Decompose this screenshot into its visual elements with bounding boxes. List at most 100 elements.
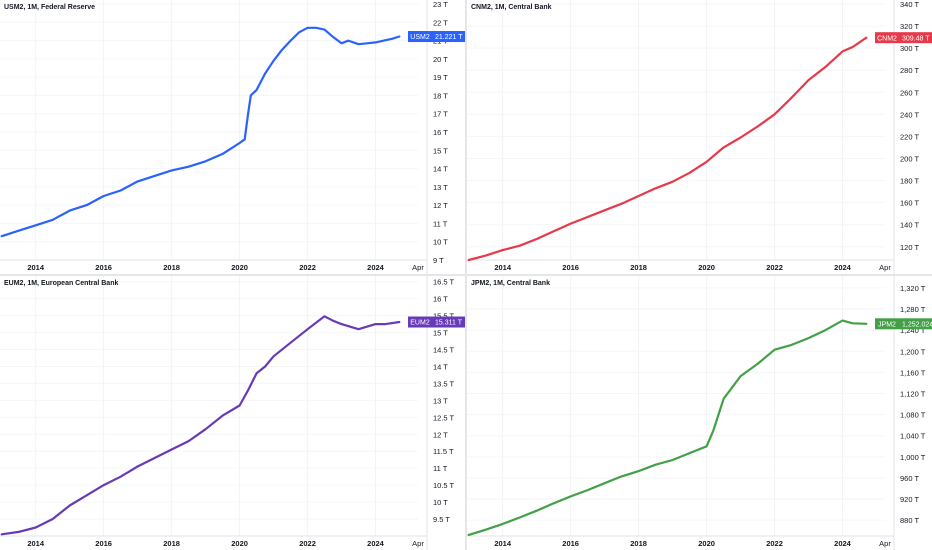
y-tick-label: 20 T: [433, 55, 448, 64]
y-tick-label: 160 T: [900, 199, 919, 208]
last-value-tag: [899, 32, 932, 44]
x-tick-label: Apr: [412, 539, 424, 548]
y-tick-label: 10.5 T: [433, 481, 455, 490]
y-tick-label: 10 T: [433, 498, 448, 507]
last-value-badge: EUM2 15.311 T: [408, 316, 465, 328]
eum2-chart-pane[interactable]: 9.5 T 10 T 10.5 T 11 T 11.5 T 12 T 12.5 T 13 T 1…: [0, 276, 465, 550]
x-tick-label: 2018: [163, 539, 180, 548]
y-tick-label: 120 T: [900, 243, 919, 252]
y-tick-label: 13.5 T: [433, 379, 455, 388]
y-tick-label: 9.5 T: [433, 515, 450, 524]
chart-title: CNM2, 1M, Central Bank: [471, 4, 552, 11]
y-tick-label: 1,160 T: [900, 368, 926, 377]
last-value-tag-label: 21.221 T: [435, 34, 463, 41]
last-value-badge: JPM2 1,252.024 T: [875, 318, 932, 330]
y-tick-label: 14 T: [433, 165, 448, 174]
series-name-tag-label: CNM2: [877, 35, 897, 42]
x-tick-label: 2016: [95, 539, 112, 548]
series-line-usm2: [0, 26, 401, 238]
y-tick-label: 13 T: [433, 396, 448, 405]
x-tick-label: 2020: [231, 263, 248, 272]
cnm2-chart-pane[interactable]: 120 T 140 T 160 T 180 T 200 T 220 T 240 T 260 T…: [467, 0, 932, 274]
last-value-tag: [432, 31, 465, 43]
usm2-chart-pane[interactable]: 9 T 10 T 11 T 12 T 13 T 14 T 15 T 16 T 17 T 18 T 1…: [0, 0, 465, 274]
y-tick-label: 240 T: [900, 110, 919, 119]
last-value-tag-label: 15.311 T: [435, 320, 463, 327]
jpm2-chart: 880 T 920 T 960 T 1,000 T 1,040 T 1,080 T 1,12…: [467, 276, 932, 550]
last-value-tag: [899, 318, 932, 330]
y-tick-label: 14.5 T: [433, 346, 455, 355]
y-tick-label: 920 T: [900, 495, 919, 504]
y-tick-label: 15 T: [433, 146, 448, 155]
last-value-tag-label: 1,252.024 T: [902, 321, 932, 328]
x-tick-label: 2014: [494, 263, 512, 272]
y-tick-label: 880 T: [900, 516, 919, 525]
y-tick-label: 960 T: [900, 474, 919, 483]
y-tick-label: 10 T: [433, 238, 448, 247]
y-tick-label: 1,120 T: [900, 389, 926, 398]
x-tick-label: 2014: [494, 539, 512, 548]
y-tick-label: 1,280 T: [900, 305, 926, 314]
y-tick-label: 1,240 T: [900, 326, 926, 335]
x-tick-label: 2018: [630, 539, 647, 548]
eum2-chart: 9.5 T 10 T 10.5 T 11 T 11.5 T 12 T 12.5 T 13 T 1…: [0, 276, 465, 550]
series-line-eum2: [0, 315, 401, 536]
chart-title: USM2, 1M, Federal Reserve: [4, 4, 96, 11]
x-tick-label: 2022: [299, 263, 316, 272]
x-tick-label: 2016: [562, 263, 579, 272]
y-tick-label: 11 T: [433, 464, 448, 473]
y-tick-label: 280 T: [900, 66, 919, 75]
y-tick-label: 15 T: [433, 329, 448, 338]
x-tick-label: 2020: [698, 263, 715, 272]
x-tick-label: 2018: [630, 263, 647, 272]
y-tick-label: 180 T: [900, 177, 919, 186]
y-tick-label: 11 T: [433, 219, 448, 228]
y-tick-label: 300 T: [900, 44, 919, 53]
y-tick-label: 200 T: [900, 154, 919, 163]
y-tick-label: 12.5 T: [433, 413, 455, 422]
last-value-tag-label: 309.48 T: [902, 35, 930, 42]
y-tick-label: 1,080 T: [900, 411, 926, 420]
usm2-chart: 9 T 10 T 11 T 12 T 13 T 14 T 15 T 16 T 17 T 18 T 1…: [0, 0, 465, 274]
series-name-tag: [408, 316, 432, 328]
x-tick-label: 2014: [27, 539, 45, 548]
jpm2-chart-pane[interactable]: 880 T 920 T 960 T 1,000 T 1,040 T 1,080 T 1,12…: [467, 276, 932, 550]
y-tick-label: 16 T: [433, 128, 448, 137]
x-tick-label: 2022: [299, 539, 316, 548]
y-tick-label: 15.5 T: [433, 312, 455, 321]
x-tick-label: 2024: [367, 539, 385, 548]
x-tick-label: 2016: [95, 263, 112, 272]
last-value-badge: USM2 21.221 T: [408, 31, 465, 43]
y-tick-label: 23 T: [433, 0, 448, 9]
y-tick-label: 320 T: [900, 22, 919, 31]
x-tick-label: 2022: [766, 539, 783, 548]
series-name-tag: [408, 31, 432, 43]
y-tick-label: 1,040 T: [900, 432, 926, 441]
series-name-tag: [875, 318, 899, 330]
y-tick-label: 22 T: [433, 18, 448, 27]
y-tick-label: 140 T: [900, 221, 919, 230]
x-tick-label: 2024: [834, 263, 852, 272]
x-tick-label: Apr: [412, 263, 424, 272]
series-name-tag-label: EUM2: [410, 320, 430, 327]
y-tick-label: 16 T: [433, 295, 448, 304]
y-tick-label: 14 T: [433, 362, 448, 371]
series-line-jpm2: [467, 319, 868, 536]
x-tick-label: 2016: [562, 539, 579, 548]
chart-title: EUM2, 1M, European Central Bank: [4, 280, 119, 287]
x-tick-label: 2018: [163, 263, 180, 272]
y-tick-label: 18 T: [433, 91, 448, 100]
y-tick-label: 1,320 T: [900, 284, 926, 293]
y-tick-label: 220 T: [900, 132, 919, 141]
y-tick-label: 260 T: [900, 88, 919, 97]
cnm2-chart: 120 T 140 T 160 T 180 T 200 T 220 T 240 T 260 T…: [467, 0, 932, 274]
x-tick-label: 2020: [698, 539, 715, 548]
y-tick-label: 340 T: [900, 0, 919, 9]
last-value-tag: [432, 316, 465, 328]
y-tick-label: 12 T: [433, 430, 448, 439]
x-tick-label: 2024: [834, 539, 852, 548]
series-name-tag-label: USM2: [410, 34, 430, 41]
series-name-tag: [875, 32, 899, 44]
horizontal-divider: [0, 274, 932, 276]
x-tick-label: 2014: [27, 263, 45, 272]
